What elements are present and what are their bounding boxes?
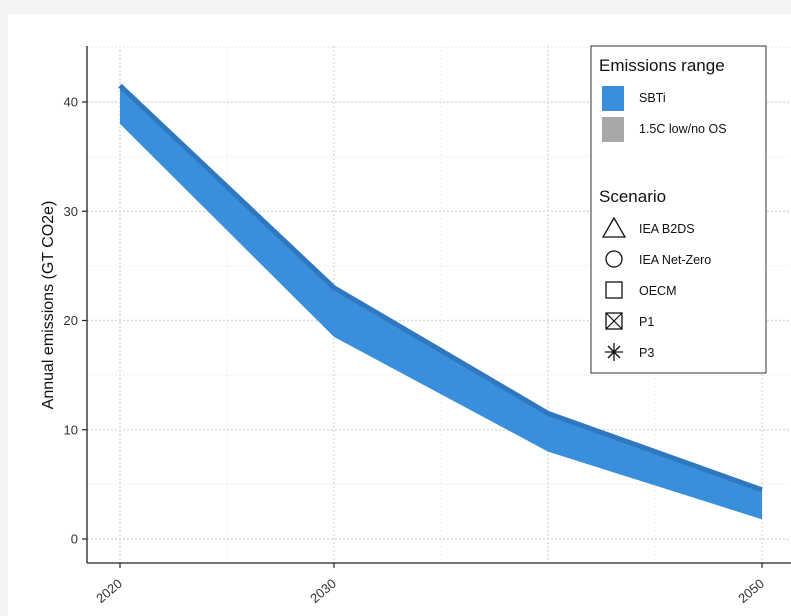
y-tick-label: 40 bbox=[64, 95, 78, 110]
y-tick-label: 0 bbox=[71, 532, 78, 547]
legend-label-iea-b2ds: IEA B2DS bbox=[639, 222, 695, 236]
legend-label-p3: P3 bbox=[639, 346, 654, 360]
legend: Emissions range SBTi 1.5C low/no OS Scen… bbox=[590, 45, 767, 374]
band-upper-edge bbox=[118, 83, 763, 493]
emissions-band-layer bbox=[118, 83, 763, 520]
triangle-icon bbox=[601, 216, 627, 238]
x-tick-label: 2020 bbox=[93, 576, 125, 606]
y-tick-label: 10 bbox=[64, 422, 78, 437]
axis-layer bbox=[86, 46, 791, 564]
legend-label-iea-net-zero: IEA Net-Zero bbox=[639, 253, 711, 267]
legend-swatch-sbti bbox=[602, 86, 624, 111]
x-tick-label: 2050 bbox=[735, 576, 767, 606]
legend-label-1-5c: 1.5C low/no OS bbox=[639, 122, 727, 136]
emissions-band-sbti bbox=[120, 85, 762, 520]
square-cross-icon bbox=[605, 312, 623, 330]
asterisk-icon bbox=[605, 343, 623, 361]
y-tick-label: 30 bbox=[64, 204, 78, 219]
legend-scenario-title: Scenario bbox=[599, 187, 666, 206]
legend-swatch-1-5c bbox=[602, 117, 624, 142]
square-icon bbox=[605, 281, 623, 299]
legend-label-oecm: OECM bbox=[639, 284, 677, 298]
y-axis-title: Annual emissions (GT CO2e) bbox=[40, 201, 57, 410]
legend-label-p1: P1 bbox=[639, 315, 654, 329]
circle-icon bbox=[605, 250, 623, 268]
x-tick-label: 2030 bbox=[307, 576, 339, 606]
legend-label-sbti: SBTi bbox=[639, 91, 666, 105]
legend-range-title: Emissions range bbox=[599, 56, 725, 75]
y-tick-label: 20 bbox=[64, 313, 78, 328]
